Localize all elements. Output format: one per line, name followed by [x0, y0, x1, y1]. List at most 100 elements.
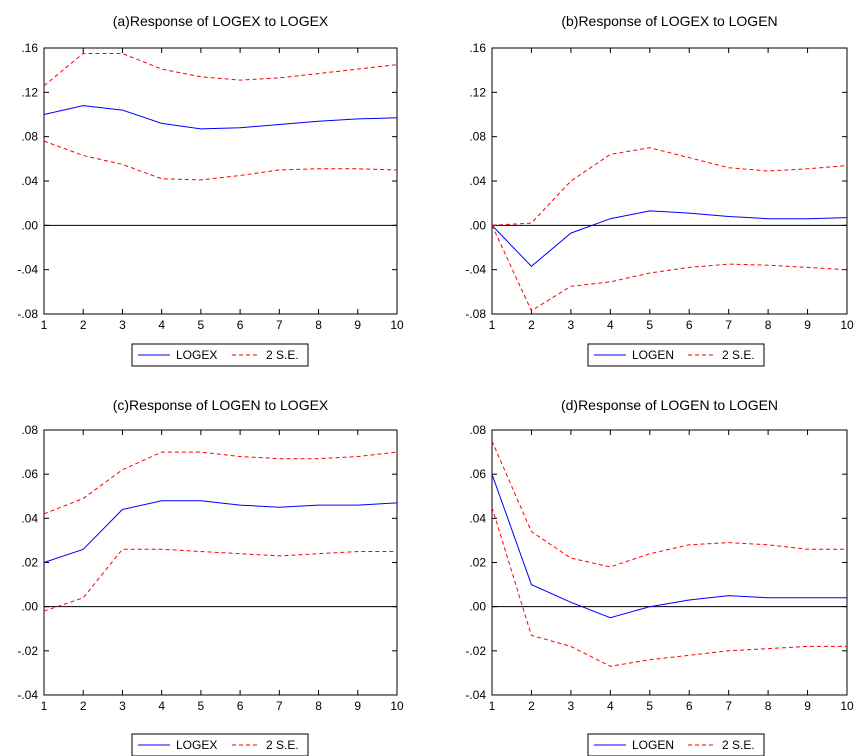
upper-se-band-line — [43, 53, 398, 87]
lower-se-band-line — [43, 140, 398, 181]
legend-label-se: 2 S.E. — [266, 738, 299, 752]
y-tick-label: .02 — [469, 556, 486, 570]
legend-label-response: LOGEX — [176, 348, 217, 362]
y-tick-label: -.04 — [17, 263, 38, 277]
y-tick-label: -.08 — [17, 307, 38, 321]
chart-panel-4: (d)Response of LOGEN to LOGEN -.04 -.02 .00… — [465, 397, 854, 756]
y-tick-label: -.02 — [465, 644, 486, 658]
x-tick-label: 5 — [646, 699, 653, 713]
x-tick-label: 8 — [315, 699, 322, 713]
x-tick-label: 4 — [158, 699, 165, 713]
x-tick-label: 9 — [354, 318, 361, 332]
legend-label-se: 2 S.E. — [722, 738, 755, 752]
response-line — [491, 474, 847, 619]
x-tick-label: 10 — [840, 699, 854, 713]
y-tick-label: .04 — [469, 511, 486, 525]
x-tick-label: 7 — [725, 699, 732, 713]
legend-label-response: LOGEN — [632, 738, 674, 752]
x-tick-label: 6 — [686, 699, 693, 713]
x-tick-label: 1 — [41, 318, 48, 332]
x-tick-label: 9 — [354, 699, 361, 713]
legend-label-se: 2 S.E. — [266, 348, 299, 362]
x-tick-label: 7 — [276, 699, 283, 713]
chart-title: (a)Response of LOGEX to LOGEX — [113, 13, 329, 29]
y-tick-label: -.04 — [465, 263, 486, 277]
legend-label-response: LOGEN — [632, 348, 674, 362]
y-tick-label: .00 — [469, 600, 486, 614]
y-tick-label: .08 — [469, 423, 486, 437]
x-tick-label: 7 — [725, 318, 732, 332]
y-tick-label: .12 — [469, 85, 486, 99]
y-tick-label: .16 — [21, 41, 38, 55]
legend: LOGEN 2 S.E. — [587, 733, 765, 756]
x-tick-label: 6 — [686, 318, 693, 332]
chart-title: (b)Response of LOGEX to LOGEN — [561, 13, 777, 29]
x-tick-label: 2 — [528, 699, 535, 713]
legend-box — [131, 733, 309, 756]
y-tick-label: .02 — [21, 556, 38, 570]
x-tick-label: 10 — [390, 318, 404, 332]
x-tick-label: 8 — [315, 318, 322, 332]
response-line — [43, 105, 398, 130]
lower-se-band-line — [43, 548, 397, 612]
x-tick-label: 6 — [237, 318, 244, 332]
x-tick-label: 4 — [607, 318, 614, 332]
x-tick-label: 2 — [528, 318, 535, 332]
x-tick-label: 3 — [119, 318, 126, 332]
x-tick-label: 1 — [41, 699, 48, 713]
upper-se-band-line — [491, 440, 847, 568]
chart-title: (c)Response of LOGEN to LOGEX — [113, 397, 329, 413]
legend: LOGEX 2 S.E. — [131, 733, 309, 756]
x-tick-label: 8 — [765, 318, 772, 332]
y-tick-label: .00 — [21, 218, 38, 232]
plot-frame — [491, 47, 848, 315]
x-tick-label: 3 — [568, 318, 575, 332]
plot-frame — [43, 429, 398, 696]
x-tick-label: 9 — [804, 318, 811, 332]
y-tick-label: -.04 — [17, 688, 38, 702]
upper-se-band-line — [491, 147, 848, 226]
legend-box — [587, 733, 765, 756]
lower-se-band-line — [491, 225, 848, 312]
y-tick-label: .06 — [21, 467, 38, 481]
y-tick-label: .16 — [469, 41, 486, 55]
legend-label-se: 2 S.E. — [722, 348, 755, 362]
y-tick-label: .04 — [469, 174, 486, 188]
x-tick-label: 2 — [80, 699, 87, 713]
legend: LOGEN 2 S.E. — [587, 343, 765, 367]
lower-se-band-line — [491, 507, 847, 667]
x-tick-label: 2 — [80, 318, 87, 332]
y-tick-label: -.08 — [465, 307, 486, 321]
response-line — [43, 500, 398, 563]
x-tick-label: 8 — [765, 699, 772, 713]
y-tick-label: .12 — [21, 85, 38, 99]
x-tick-label: 4 — [158, 318, 165, 332]
y-tick-label: .00 — [21, 600, 38, 614]
legend-label-response: LOGEX — [176, 738, 217, 752]
x-tick-label: 4 — [607, 699, 614, 713]
x-tick-label: 10 — [840, 318, 854, 332]
plot-frame — [43, 47, 398, 315]
y-tick-label: .08 — [21, 423, 38, 437]
x-tick-label: 10 — [390, 699, 404, 713]
x-tick-label: 7 — [276, 318, 283, 332]
chart-title: (d)Response of LOGEN to LOGEN — [561, 397, 778, 413]
chart-panel-3: (c)Response of LOGEN to LOGEX -.04 -.02 .00… — [17, 397, 404, 756]
x-tick-label: 9 — [804, 699, 811, 713]
legend-box — [131, 343, 309, 367]
y-tick-label: .08 — [21, 130, 38, 144]
y-tick-label: .04 — [21, 174, 38, 188]
x-tick-label: 5 — [646, 318, 653, 332]
x-tick-label: 1 — [489, 318, 496, 332]
x-tick-label: 1 — [489, 699, 496, 713]
y-tick-label: .06 — [469, 467, 486, 481]
x-tick-label: 3 — [568, 699, 575, 713]
response-line — [491, 210, 848, 267]
x-tick-label: 5 — [198, 699, 205, 713]
y-tick-label: .04 — [21, 511, 38, 525]
y-tick-label: -.02 — [17, 644, 38, 658]
x-tick-label: 5 — [198, 318, 205, 332]
y-tick-label: .00 — [469, 218, 486, 232]
plot-frame — [491, 429, 848, 696]
y-tick-label: .08 — [469, 130, 486, 144]
